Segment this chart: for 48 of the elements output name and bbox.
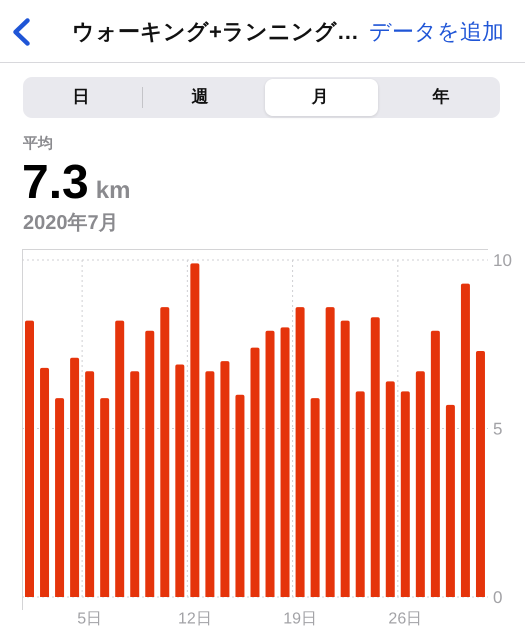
bar xyxy=(160,307,170,597)
bar xyxy=(175,364,184,597)
bar xyxy=(190,263,200,597)
bar xyxy=(130,371,140,597)
bar xyxy=(55,398,64,597)
bar xyxy=(100,398,110,597)
chart-subtitle: 2020年7月 xyxy=(23,212,119,234)
y-tick-label: 5 xyxy=(493,420,502,439)
bar xyxy=(266,330,275,597)
y-tick-label: 10 xyxy=(493,251,512,270)
bar xyxy=(85,371,94,597)
bar xyxy=(145,330,154,597)
bar xyxy=(356,391,365,597)
bar xyxy=(476,350,485,597)
text: 月 xyxy=(312,87,328,106)
bar xyxy=(430,330,440,597)
y-tick-label: 0 xyxy=(493,588,502,608)
chart-title: ウォーキング+ランニング… xyxy=(72,19,359,44)
x-tick-label: 19日 xyxy=(283,610,317,628)
text: 平均 xyxy=(23,135,53,152)
text: 日 xyxy=(72,87,90,106)
bar xyxy=(70,358,80,597)
bar xyxy=(386,381,395,597)
bar xyxy=(370,317,380,597)
text: km xyxy=(96,177,130,204)
bar xyxy=(205,371,214,597)
bar xyxy=(25,320,34,597)
text: データを追加 xyxy=(369,19,504,44)
bar xyxy=(340,320,350,597)
bar xyxy=(446,404,455,597)
text: 週 xyxy=(192,87,208,106)
bar xyxy=(280,327,290,597)
bar xyxy=(220,361,230,597)
bar xyxy=(115,320,124,597)
x-tick-label: 26日 xyxy=(388,610,422,628)
text: 7.3 xyxy=(22,156,89,209)
bar xyxy=(400,391,410,597)
bar xyxy=(250,348,260,597)
x-tick-label: 5日 xyxy=(77,610,102,628)
bar xyxy=(326,307,335,597)
bar xyxy=(235,394,244,597)
bar xyxy=(40,368,50,597)
text: 年 xyxy=(432,87,450,106)
bar xyxy=(416,371,425,597)
bar xyxy=(310,398,320,597)
x-tick-label: 12日 xyxy=(178,610,212,628)
bar xyxy=(296,307,305,597)
bar xyxy=(460,284,470,597)
